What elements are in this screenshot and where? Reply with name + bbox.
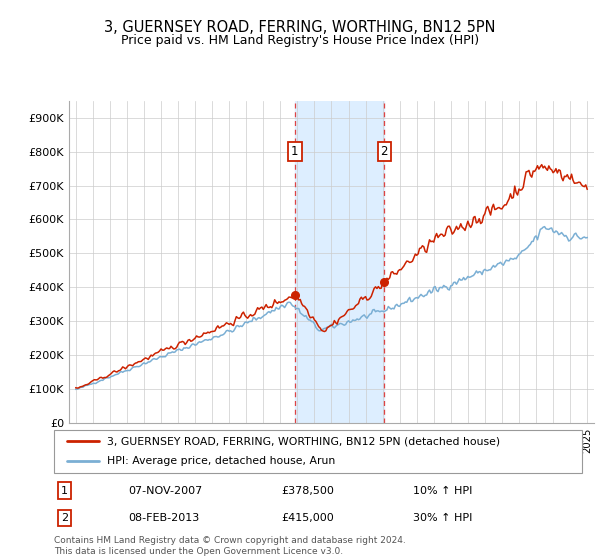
Text: 30% ↑ HPI: 30% ↑ HPI: [413, 513, 472, 523]
Text: HPI: Average price, detached house, Arun: HPI: Average price, detached house, Arun: [107, 456, 335, 466]
Text: 3, GUERNSEY ROAD, FERRING, WORTHING, BN12 5PN: 3, GUERNSEY ROAD, FERRING, WORTHING, BN1…: [104, 20, 496, 35]
Text: £378,500: £378,500: [281, 486, 334, 496]
Text: £415,000: £415,000: [281, 513, 334, 523]
Text: 08-FEB-2013: 08-FEB-2013: [128, 513, 199, 523]
Text: Contains HM Land Registry data © Crown copyright and database right 2024.
This d: Contains HM Land Registry data © Crown c…: [54, 536, 406, 556]
Text: 10% ↑ HPI: 10% ↑ HPI: [413, 486, 472, 496]
Text: Price paid vs. HM Land Registry's House Price Index (HPI): Price paid vs. HM Land Registry's House …: [121, 34, 479, 46]
Text: 1: 1: [61, 486, 68, 496]
Text: 07-NOV-2007: 07-NOV-2007: [128, 486, 202, 496]
Text: 2: 2: [380, 145, 388, 158]
Bar: [295, 101, 385, 423]
Text: 1: 1: [291, 145, 299, 158]
Text: 2: 2: [61, 513, 68, 523]
Text: 3, GUERNSEY ROAD, FERRING, WORTHING, BN12 5PN (detached house): 3, GUERNSEY ROAD, FERRING, WORTHING, BN1…: [107, 436, 500, 446]
FancyBboxPatch shape: [54, 430, 582, 473]
